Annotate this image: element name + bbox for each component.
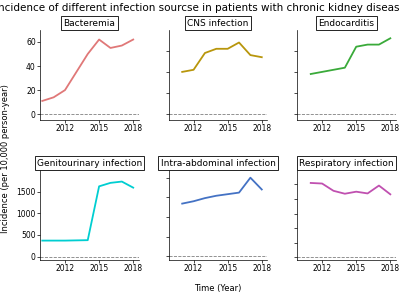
Text: Time (Year): Time (Year) bbox=[194, 284, 242, 293]
Title: Bacteremia: Bacteremia bbox=[64, 19, 115, 28]
Title: CNS infection: CNS infection bbox=[187, 19, 249, 28]
Title: Endocarditis: Endocarditis bbox=[318, 19, 374, 28]
Text: Incidence of different infection sourcse in patients with chronic kidney disease: Incidence of different infection sourcse… bbox=[0, 3, 400, 13]
Text: Incidence (per 10,000 person-year): Incidence (per 10,000 person-year) bbox=[2, 84, 10, 233]
Title: Intra-abdominal infection: Intra-abdominal infection bbox=[160, 159, 276, 168]
Title: Respiratory infection: Respiratory infection bbox=[299, 159, 394, 168]
Title: Genitourinary infection: Genitourinary infection bbox=[37, 159, 142, 168]
